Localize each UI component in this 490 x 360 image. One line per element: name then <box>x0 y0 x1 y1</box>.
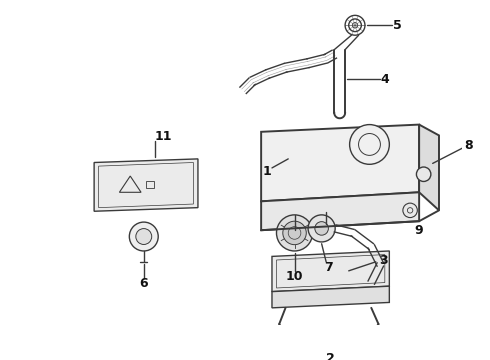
Text: 10: 10 <box>286 270 303 283</box>
Circle shape <box>276 215 313 251</box>
Text: 1: 1 <box>262 165 271 178</box>
Circle shape <box>350 125 390 164</box>
Text: 7: 7 <box>324 261 333 274</box>
Circle shape <box>283 221 306 245</box>
Text: 9: 9 <box>415 224 423 237</box>
Circle shape <box>136 229 152 244</box>
Circle shape <box>315 222 328 235</box>
Text: 8: 8 <box>465 139 473 152</box>
Text: 11: 11 <box>155 130 172 143</box>
Circle shape <box>416 167 431 181</box>
Circle shape <box>129 222 158 251</box>
Circle shape <box>403 203 417 217</box>
Text: 5: 5 <box>393 19 402 32</box>
Polygon shape <box>94 159 198 211</box>
Polygon shape <box>272 251 390 292</box>
Circle shape <box>308 215 335 242</box>
Text: 6: 6 <box>140 277 148 290</box>
Polygon shape <box>419 125 439 210</box>
Text: 2: 2 <box>326 352 335 360</box>
Text: 4: 4 <box>380 73 389 86</box>
Polygon shape <box>261 125 419 201</box>
Polygon shape <box>261 192 419 230</box>
Polygon shape <box>272 286 390 308</box>
Bar <box>147 181 154 188</box>
Text: 3: 3 <box>379 253 387 266</box>
